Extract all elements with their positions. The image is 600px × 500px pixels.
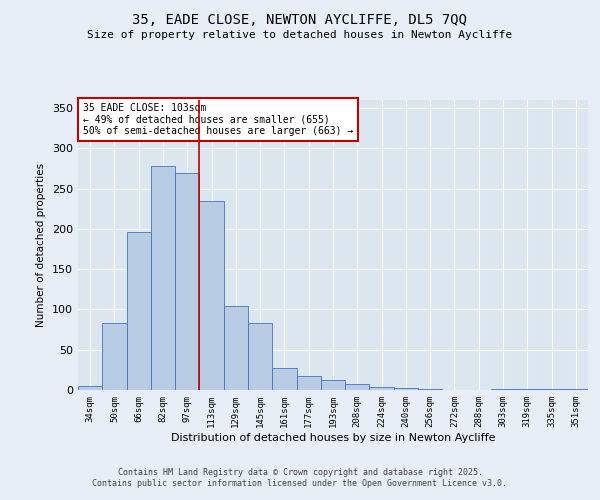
Bar <box>394 388 418 390</box>
Bar <box>175 172 199 390</box>
X-axis label: Distribution of detached houses by size in Newton Aycliffe: Distribution of detached houses by size … <box>171 432 495 442</box>
Bar <box>321 380 345 390</box>
Text: Size of property relative to detached houses in Newton Aycliffe: Size of property relative to detached ho… <box>88 30 512 40</box>
Bar <box>370 387 394 390</box>
Text: 35, EADE CLOSE, NEWTON AYCLIFFE, DL5 7QQ: 35, EADE CLOSE, NEWTON AYCLIFFE, DL5 7QQ <box>133 12 467 26</box>
Bar <box>564 389 588 390</box>
Bar <box>199 200 224 390</box>
Bar <box>491 389 515 390</box>
Bar <box>345 384 370 390</box>
Bar <box>515 389 539 390</box>
Bar <box>418 389 442 390</box>
Bar <box>224 306 248 390</box>
Bar <box>272 368 296 390</box>
Bar <box>296 376 321 390</box>
Bar <box>151 166 175 390</box>
Text: Contains HM Land Registry data © Crown copyright and database right 2025.
Contai: Contains HM Land Registry data © Crown c… <box>92 468 508 487</box>
Bar <box>127 232 151 390</box>
Y-axis label: Number of detached properties: Number of detached properties <box>37 163 46 327</box>
Bar <box>539 389 564 390</box>
Bar <box>248 323 272 390</box>
Bar <box>78 386 102 390</box>
Text: 35 EADE CLOSE: 103sqm
← 49% of detached houses are smaller (655)
50% of semi-det: 35 EADE CLOSE: 103sqm ← 49% of detached … <box>83 103 353 136</box>
Bar <box>102 323 127 390</box>
